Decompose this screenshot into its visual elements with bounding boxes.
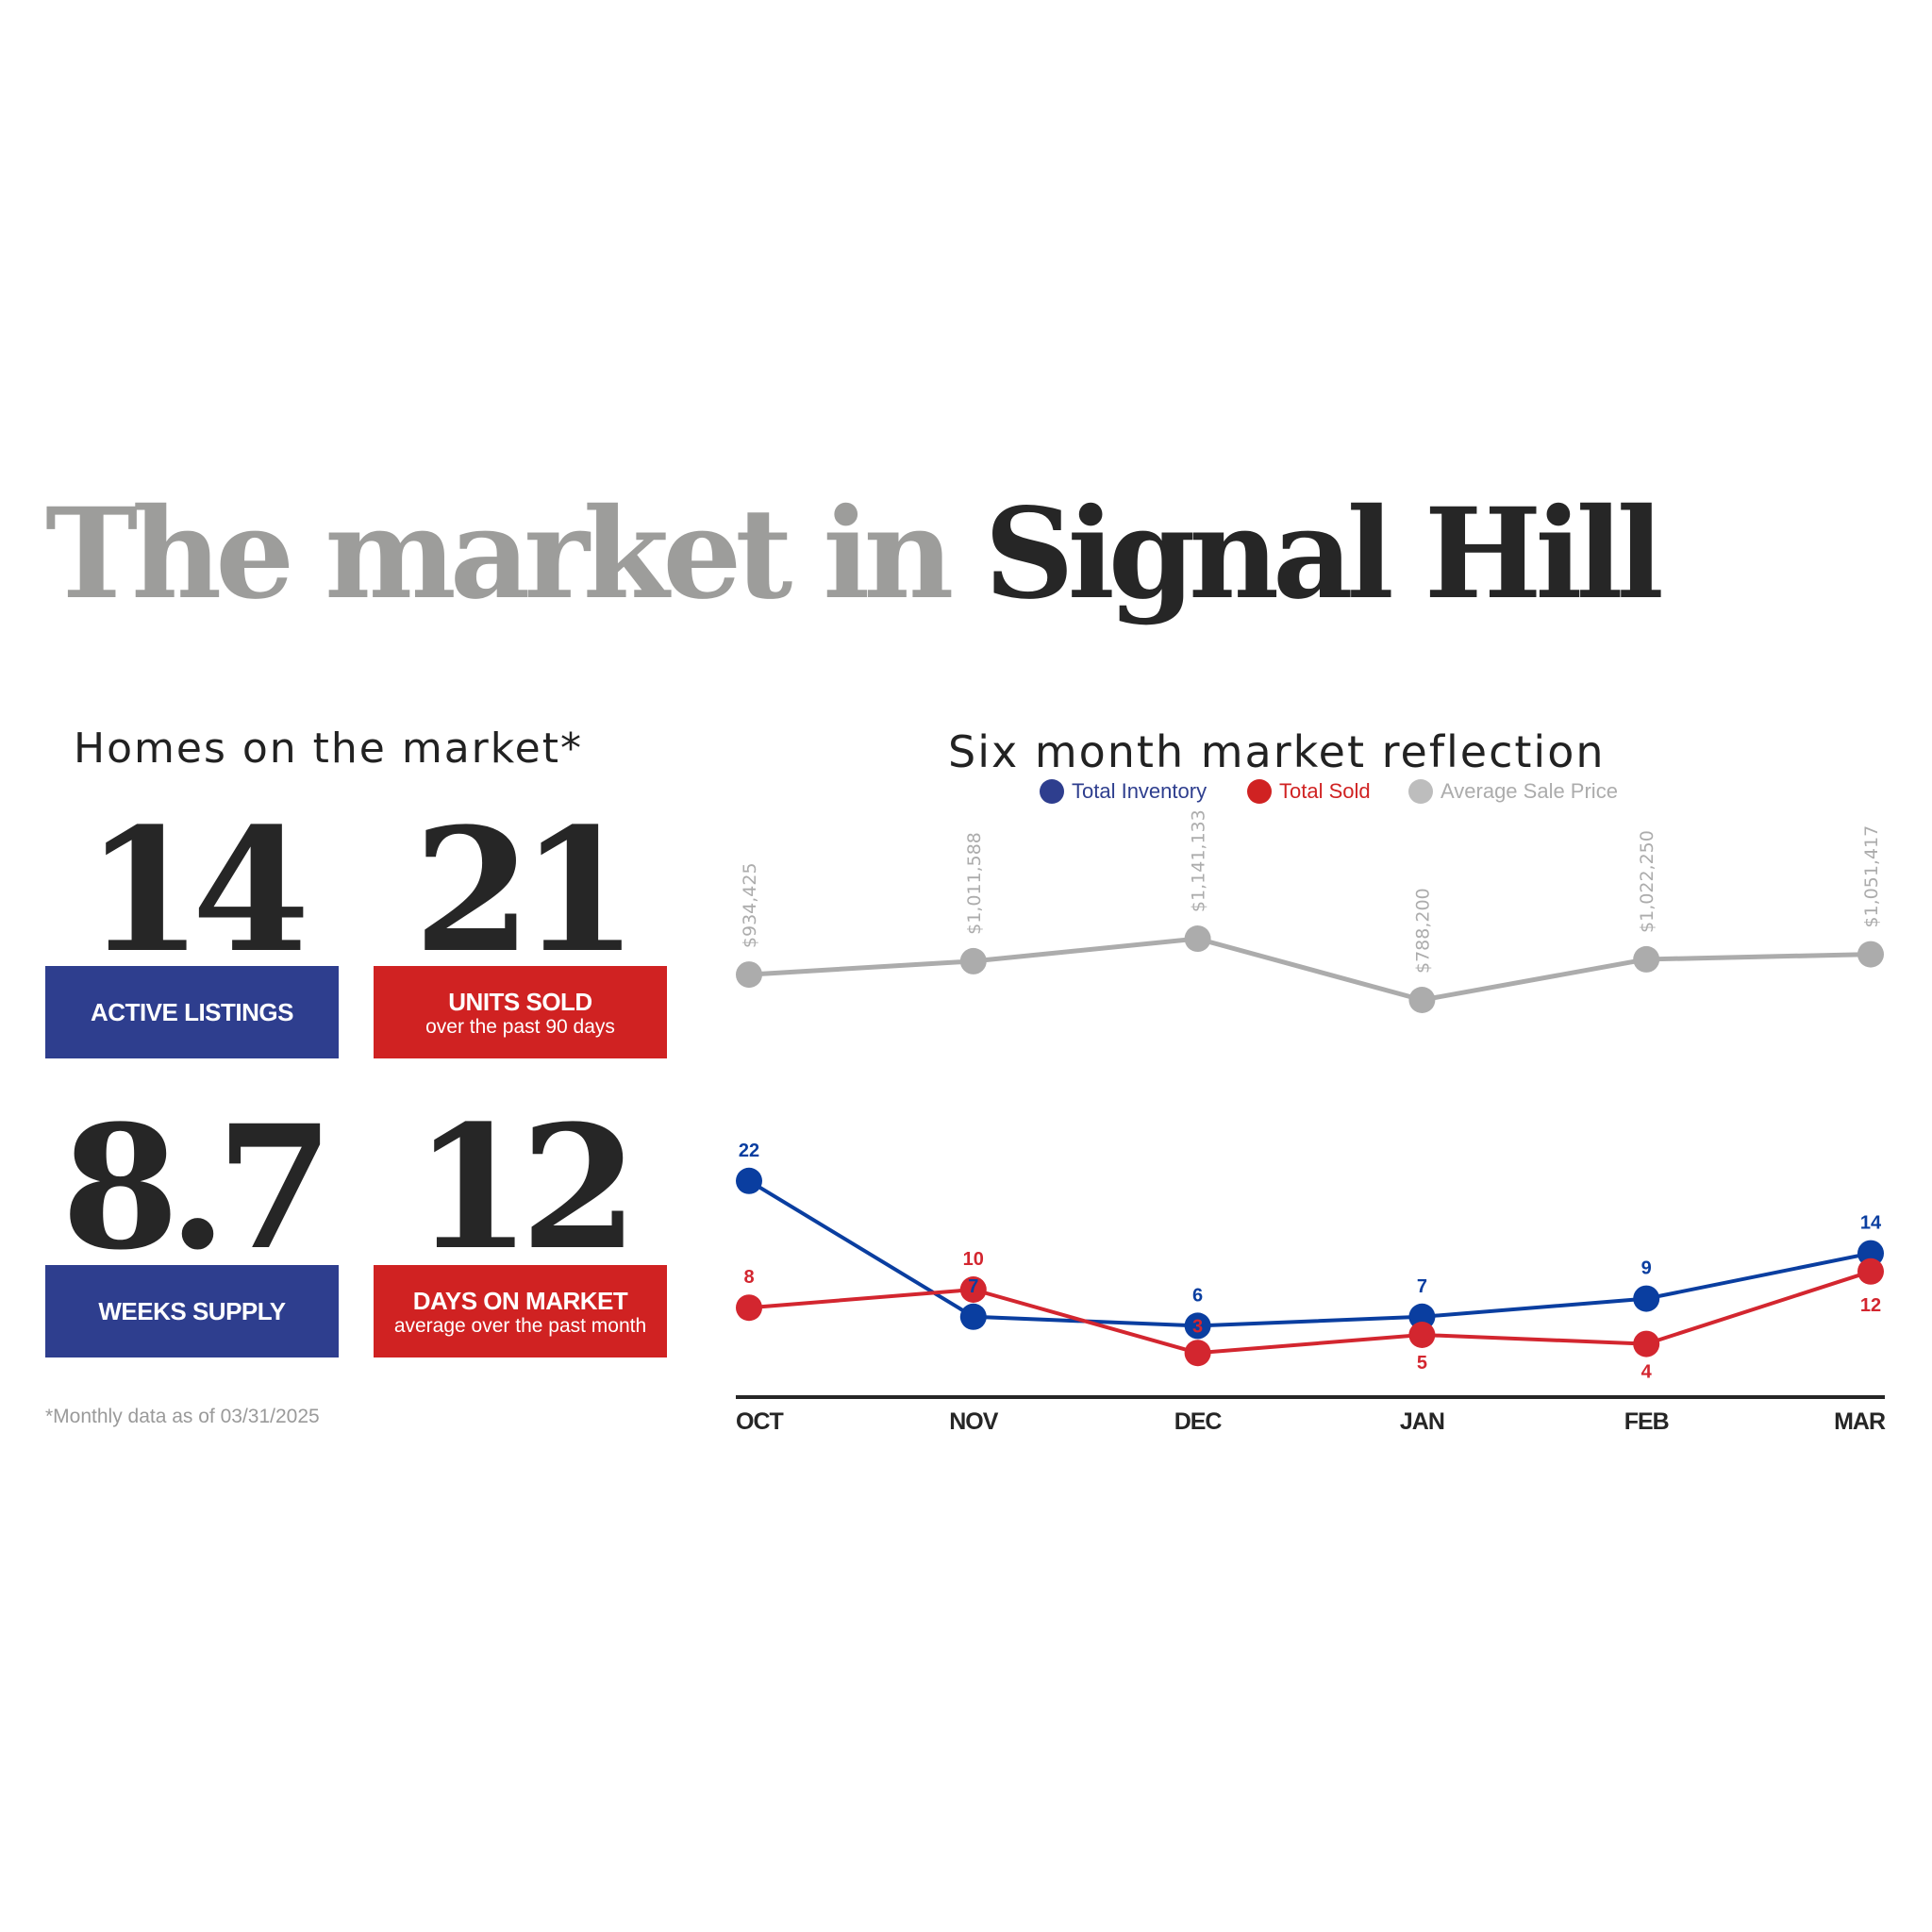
price-line	[748, 936, 1872, 1003]
inventory-data-label: 7	[968, 1276, 978, 1297]
inventory-data-label: 9	[1641, 1258, 1652, 1279]
x-tick-label: DEC	[1174, 1408, 1223, 1435]
footnote: *Monthly data as of 03/31/2025	[45, 1406, 320, 1427]
sold-line	[748, 1269, 1872, 1356]
legend-dot-icon	[1408, 779, 1433, 804]
sold-data-label: 12	[1860, 1295, 1881, 1316]
price-point	[1184, 925, 1211, 953]
sold-data-label: 4	[1641, 1362, 1653, 1383]
sold-point	[736, 1294, 762, 1322]
x-tick-label: JAN	[1400, 1408, 1444, 1435]
x-tick-label: MAR	[1834, 1408, 1886, 1435]
inventory-point	[959, 1303, 987, 1330]
sold-data-label: 5	[1417, 1353, 1427, 1374]
badge-sublabel: over the past 90 days	[425, 1016, 615, 1038]
chart-title: Six month market reflection	[948, 726, 1606, 777]
homes-heading: Homes on the market*	[74, 724, 583, 773]
page-title: The market in Signal Hill	[45, 481, 1664, 627]
price-data-label: $1,051,417	[1861, 825, 1882, 928]
inventory-point	[1408, 1303, 1436, 1330]
price-data-label: $788,200	[1412, 888, 1433, 974]
legend-item-sold: Total Sold	[1247, 779, 1371, 804]
legend-label: Total Inventory	[1072, 779, 1208, 803]
badge-sublabel: average over the past month	[393, 1315, 647, 1337]
price-data-label: $1,141,133	[1189, 809, 1209, 912]
inventory-point	[1633, 1285, 1660, 1312]
badge-label: UNITS SOLD	[448, 988, 592, 1016]
inventory-data-label: 22	[739, 1141, 759, 1161]
inventory-point	[1184, 1312, 1211, 1340]
price-data-label: $1,022,250	[1637, 830, 1657, 933]
legend-dot-icon	[1040, 779, 1064, 804]
legend-item-inventory: Total Inventory	[1040, 779, 1207, 804]
sold-data-label: 8	[743, 1267, 754, 1288]
inventory-point	[736, 1167, 762, 1194]
stat-value-days-on-market: 12	[413, 1089, 639, 1288]
sold-point	[1857, 1257, 1884, 1285]
inventory-data-label: 7	[1417, 1276, 1427, 1297]
days-on-market-badge: DAYS ON MARKET average over the past mont…	[374, 1265, 667, 1357]
stat-value-units-sold: 21	[413, 791, 639, 991]
price-point	[736, 961, 762, 989]
legend-item-price: Average Sale Price	[1408, 779, 1618, 804]
title-light: The market in	[45, 481, 954, 627]
price-point	[959, 947, 987, 974]
active-listings-badge: ACTIVE LISTINGS	[45, 966, 339, 1058]
sold-data-label: 3	[1192, 1317, 1203, 1338]
inventory-data-label: 6	[1192, 1285, 1203, 1306]
inventory-line	[747, 1179, 1872, 1328]
badge-label: WEEKS SUPPLY	[98, 1296, 286, 1325]
legend-label: Total Sold	[1279, 779, 1371, 803]
price-point	[1633, 945, 1660, 973]
badge-label: ACTIVE LISTINGS	[91, 997, 293, 1026]
sold-point	[959, 1276, 987, 1303]
inventory-data-label: 14	[1860, 1213, 1882, 1234]
badge-label: DAYS ON MARKET	[412, 1287, 628, 1315]
stat-value-weeks-supply: 8.7	[60, 1089, 334, 1288]
price-point	[1857, 941, 1884, 968]
sold-point	[1633, 1330, 1660, 1357]
price-point	[1408, 987, 1436, 1013]
sold-point	[1184, 1340, 1211, 1367]
legend-label: Average Sale Price	[1441, 779, 1618, 803]
x-tick-label: FEB	[1624, 1408, 1669, 1435]
sold-point	[1408, 1322, 1436, 1348]
sold-data-label: 10	[963, 1249, 984, 1270]
x-tick-label: NOV	[949, 1408, 999, 1435]
inventory-point	[1857, 1240, 1884, 1267]
price-data-label: $934,425	[740, 862, 760, 948]
weeks-supply-badge: WEEKS SUPPLY	[45, 1265, 339, 1357]
stat-value-active-listings: 14	[85, 791, 310, 991]
x-tick-label: OCT	[736, 1408, 784, 1435]
legend-dot-icon	[1247, 779, 1272, 804]
price-data-label: $1,011,588	[964, 832, 985, 935]
units-sold-badge: UNITS SOLD over the past 90 days	[374, 966, 667, 1058]
title-location: Signal Hill	[984, 481, 1664, 627]
